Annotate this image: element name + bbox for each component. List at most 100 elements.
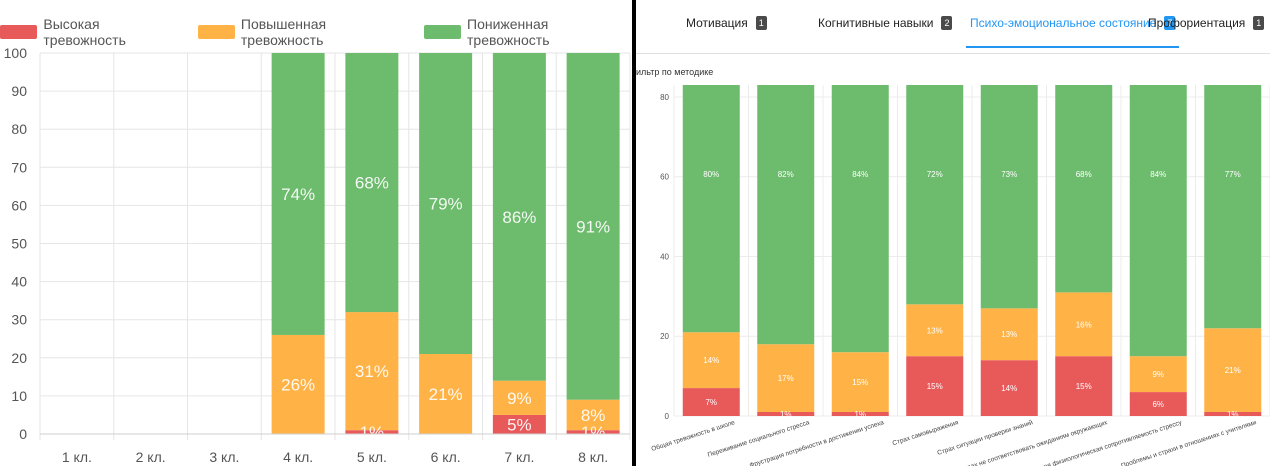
x-tick-label: 4 кл.	[283, 449, 313, 465]
data-label-high: 14%	[1001, 384, 1017, 393]
bar-segment-elevated	[906, 304, 964, 357]
bar-segment-low	[492, 53, 546, 381]
bar-segment-high	[980, 360, 1038, 416]
y-tick-label: 10	[11, 388, 27, 404]
tab-cognitive-label: Когнитивные навыки	[818, 16, 934, 30]
data-label-low: 79%	[429, 194, 463, 213]
y-tick-label: 40	[11, 274, 27, 290]
data-label-low: 86%	[502, 208, 536, 227]
bar-segment-elevated	[831, 352, 889, 413]
tab-motivation[interactable]: Мотивация 1	[686, 16, 767, 46]
right-panel: Мотивация 1 Когнитивные навыки 2 Психо-э…	[636, 0, 1270, 466]
data-label-low: 74%	[281, 185, 315, 204]
x-tick-label: Проблемы и страхи в отношениях с учителя…	[1120, 418, 1258, 466]
bar-segment-low	[757, 85, 815, 345]
y-tick-label: 80	[11, 121, 27, 137]
bar-segment-elevated	[1204, 328, 1262, 413]
legend-label-elevated: Повышенная тревожность	[240, 16, 327, 48]
data-label-elevated: 16%	[1076, 320, 1092, 329]
data-label-high: 7%	[705, 398, 717, 407]
data-label-high: 1%	[780, 410, 792, 419]
data-label-elevated: 13%	[1001, 330, 1017, 339]
bar-segment-low	[831, 85, 889, 353]
y-tick-label: 50	[11, 236, 27, 252]
bar-segment-elevated	[566, 399, 620, 431]
bar-segment-elevated	[980, 308, 1038, 361]
bar-segment-high	[345, 430, 399, 434]
bar-segment-low	[271, 53, 325, 335]
legend-item-low[interactable]: Пониженная тревожность	[423, 16, 632, 48]
x-tick-label: 1 кл.	[62, 449, 92, 465]
data-label-elevated: 9%	[1152, 370, 1164, 379]
data-label-low: 82%	[778, 170, 794, 179]
legend-item-elevated[interactable]: Повышенная тревожность	[197, 16, 410, 48]
x-tick-label: 8 кл.	[578, 449, 608, 465]
x-tick-label: 2 кл.	[136, 449, 166, 465]
bar-segment-high	[906, 356, 964, 416]
data-label-high: 1%	[1227, 410, 1239, 419]
tab-cognitive[interactable]: Когнитивные навыки 2	[818, 16, 953, 46]
data-label-high: 15%	[927, 382, 943, 391]
left-stacked-bar-chart: 0 10 20 30 40 50 60 70 80 90 100 1 кл. 2 кл. 3 кл. 26%…	[4, 45, 631, 465]
data-label-high: 15%	[1076, 382, 1092, 391]
data-label-elevated: 17%	[778, 374, 794, 383]
data-label-elevated: 8%	[581, 406, 606, 425]
bar-segment-elevated	[345, 312, 399, 431]
tab-psycho-emotional[interactable]: Психо-эмоциональное состояние 7	[965, 16, 1180, 48]
data-label-high: 5%	[507, 415, 532, 434]
data-label-high: 1%	[360, 423, 385, 442]
data-label-elevated: 13%	[927, 326, 943, 335]
x-tick-label: Страх самовыражения	[892, 419, 960, 447]
x-tick-label: 5 кл.	[357, 449, 387, 465]
data-label-elevated: 26%	[281, 375, 315, 394]
bar-segment-high	[566, 430, 620, 434]
tab-cognitive-badge: 2	[941, 16, 953, 30]
data-label-low: 84%	[852, 170, 868, 179]
y-tick-label: 80	[660, 93, 669, 102]
left-chart-panel: Высокая тревожность Повышенная тревожнос…	[0, 0, 632, 466]
bar-segment-elevated	[682, 332, 740, 389]
data-label-elevated: 14%	[703, 356, 719, 365]
legend-swatch-elevated	[197, 25, 235, 39]
bar-segment-low	[566, 53, 620, 400]
bar-segment-low	[419, 53, 473, 354]
y-tick-label: 90	[11, 83, 27, 99]
y-tick-label: 0	[665, 412, 670, 421]
tab-psycho-emotional-label: Психо-эмоциональное состояние	[970, 16, 1157, 30]
bar-segment-high	[757, 412, 815, 416]
bar-segment-low	[980, 85, 1038, 309]
legend-label-high: Высокая тревожность	[43, 16, 126, 48]
bar-segment-high	[492, 414, 546, 434]
data-label-elevated: 15%	[852, 378, 868, 387]
bar-segment-elevated	[1055, 292, 1113, 357]
y-tick-label: 0	[19, 426, 27, 442]
tab-career[interactable]: Профориентация 1	[1148, 16, 1265, 46]
y-tick-label: 20	[660, 332, 669, 341]
bar-segment-high	[1055, 356, 1113, 416]
data-label-low: 72%	[927, 170, 943, 179]
tab-career-badge: 1	[1253, 16, 1265, 30]
y-tick-label: 30	[11, 312, 27, 328]
bar-segment-elevated	[271, 334, 325, 434]
data-label-low: 73%	[1001, 170, 1017, 179]
bar-segment-low	[682, 85, 740, 333]
data-label-low: 84%	[1150, 170, 1166, 179]
bar-segment-low	[1204, 85, 1262, 329]
legend-swatch-high	[0, 25, 38, 39]
filter-label[interactable]: ильтр по методике	[636, 67, 714, 77]
x-tick-label: Фрустрация потребности в достижении успе…	[748, 418, 885, 466]
y-tick-label: 100	[4, 45, 28, 61]
tab-bar: Мотивация 1 Когнитивные навыки 2 Психо-э…	[636, 0, 1270, 54]
data-label-low: 80%	[703, 170, 719, 179]
y-tick-label: 20	[11, 350, 27, 366]
x-tick-label: 6 кл.	[431, 449, 461, 465]
legend-label-low: Пониженная тревожность	[467, 16, 550, 48]
data-label-high: 1%	[854, 410, 866, 419]
tab-motivation-label: Мотивация	[686, 16, 748, 30]
legend-item-high[interactable]: Высокая тревожность	[0, 16, 184, 48]
data-label-elevated: 21%	[1225, 366, 1241, 375]
bar-segment-low	[345, 53, 399, 313]
tab-motivation-badge: 1	[755, 16, 767, 30]
bar-segment-high	[1204, 412, 1262, 416]
